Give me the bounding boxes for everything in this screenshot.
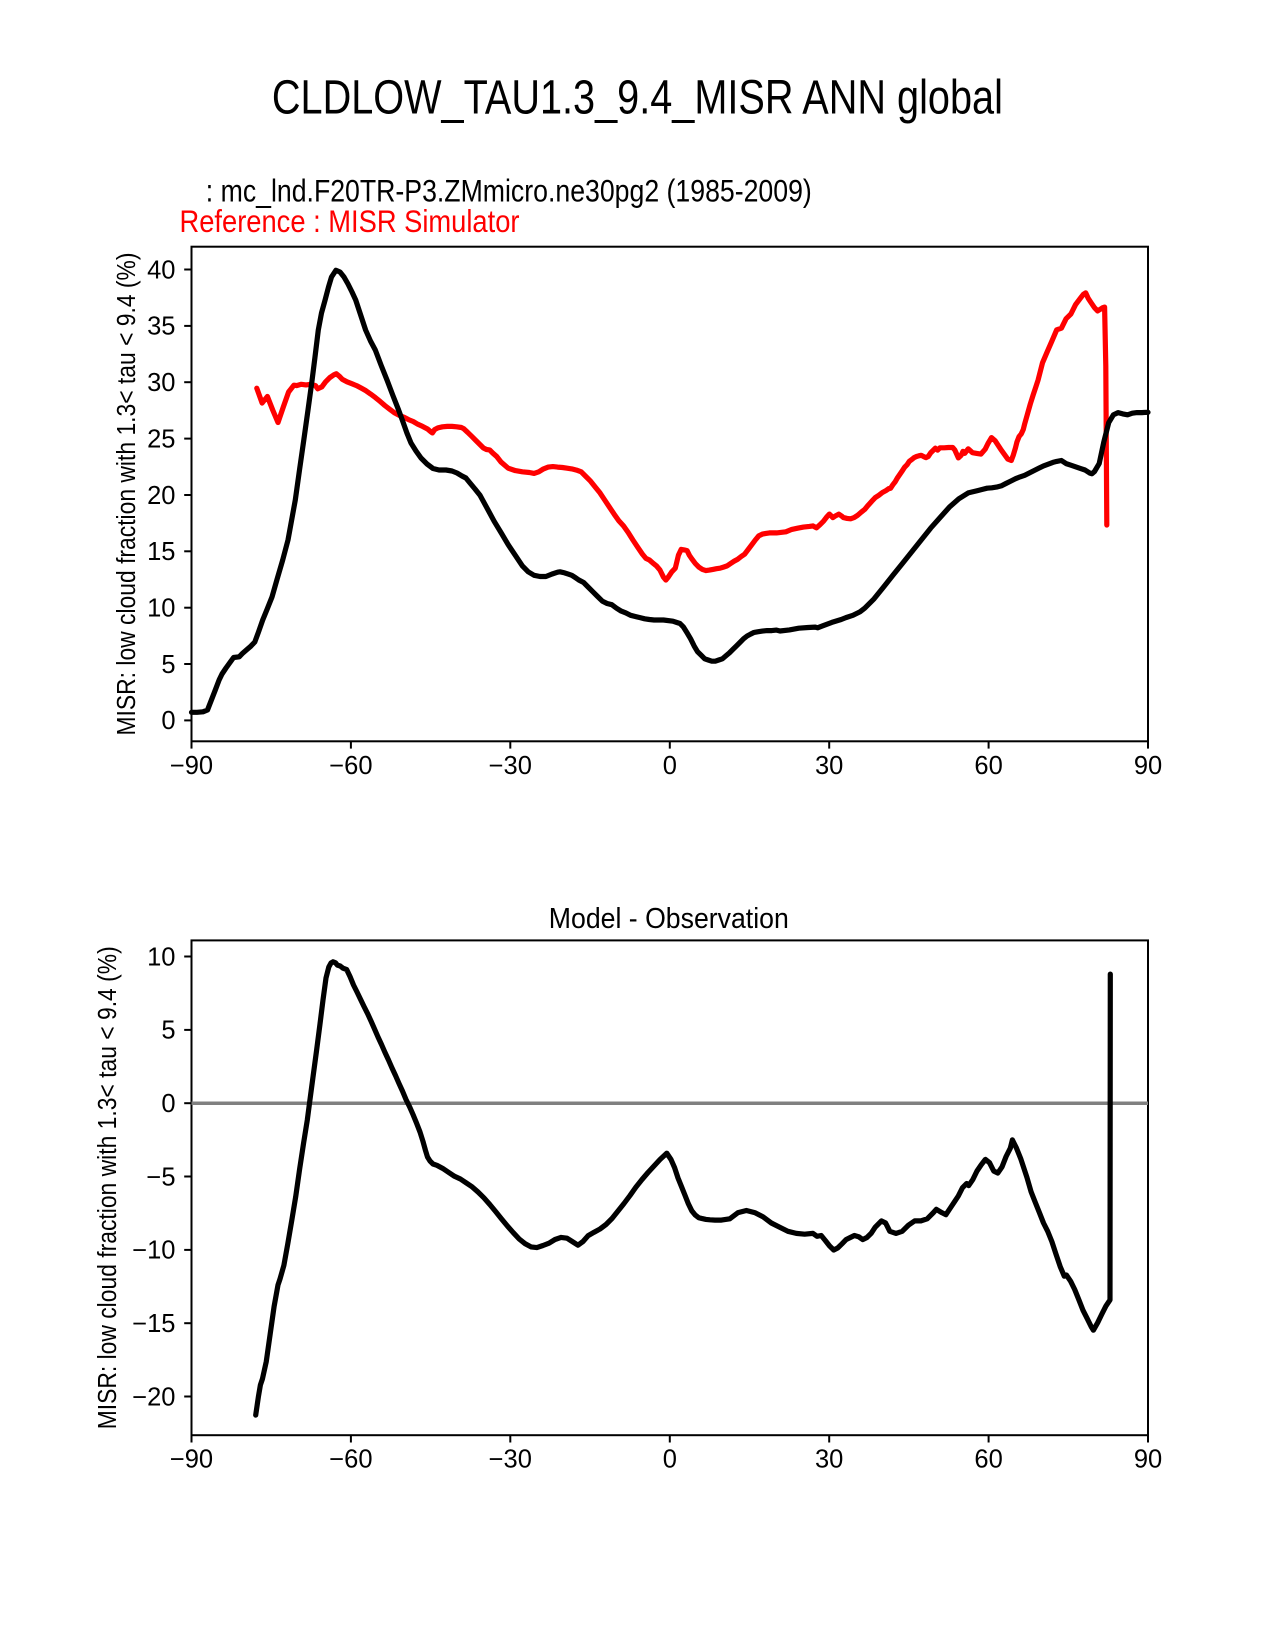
svg-text:30: 30 (815, 752, 843, 780)
svg-text:10: 10 (147, 943, 175, 971)
svg-text:−10: −10 (132, 1237, 175, 1265)
svg-text:−30: −30 (489, 752, 532, 780)
svg-text:0: 0 (663, 752, 677, 780)
svg-text:−30: −30 (489, 1446, 532, 1474)
svg-text:Model - Observation: Model - Observation (549, 903, 789, 935)
svg-text:20: 20 (147, 482, 175, 510)
svg-text:−90: −90 (170, 1446, 213, 1474)
svg-text:5: 5 (161, 1017, 175, 1045)
svg-text:−5: −5 (146, 1163, 175, 1191)
svg-text:90: 90 (1134, 1446, 1162, 1474)
svg-text:35: 35 (147, 313, 175, 341)
svg-text:25: 25 (147, 425, 175, 453)
svg-text:30: 30 (147, 369, 175, 397)
svg-text:90: 90 (1134, 752, 1162, 780)
svg-text:15: 15 (147, 538, 175, 566)
svg-text:−15: −15 (132, 1310, 175, 1338)
svg-text:−60: −60 (329, 752, 372, 780)
svg-text:0: 0 (161, 1090, 175, 1118)
svg-text:CLDLOW_TAU1.3_9.4_MISR ANN glo: CLDLOW_TAU1.3_9.4_MISR ANN global (272, 72, 1003, 125)
svg-text:60: 60 (974, 1446, 1002, 1474)
svg-text:10: 10 (147, 595, 175, 623)
svg-text:40: 40 (147, 256, 175, 284)
svg-text:30: 30 (815, 1446, 843, 1474)
svg-text:60: 60 (974, 752, 1002, 780)
svg-text:−60: −60 (329, 1446, 372, 1474)
svg-text:5: 5 (161, 651, 175, 679)
svg-text:Reference : MISR Simulator: Reference : MISR Simulator (180, 203, 520, 239)
svg-text:0: 0 (161, 707, 175, 735)
svg-text:−20: −20 (132, 1383, 175, 1411)
svg-text:−90: −90 (170, 752, 213, 780)
svg-text:: mc_lnd.F20TR-P3.ZMmicro.ne30: : mc_lnd.F20TR-P3.ZMmicro.ne30pg2 (1985-… (206, 172, 812, 208)
svg-text:0: 0 (663, 1446, 677, 1474)
svg-text:MISR: low cloud fraction with: MISR: low cloud fraction with 1.3< tau <… (94, 946, 122, 1429)
svg-text:MISR: low cloud fraction with: MISR: low cloud fraction with 1.3< tau <… (113, 253, 141, 736)
